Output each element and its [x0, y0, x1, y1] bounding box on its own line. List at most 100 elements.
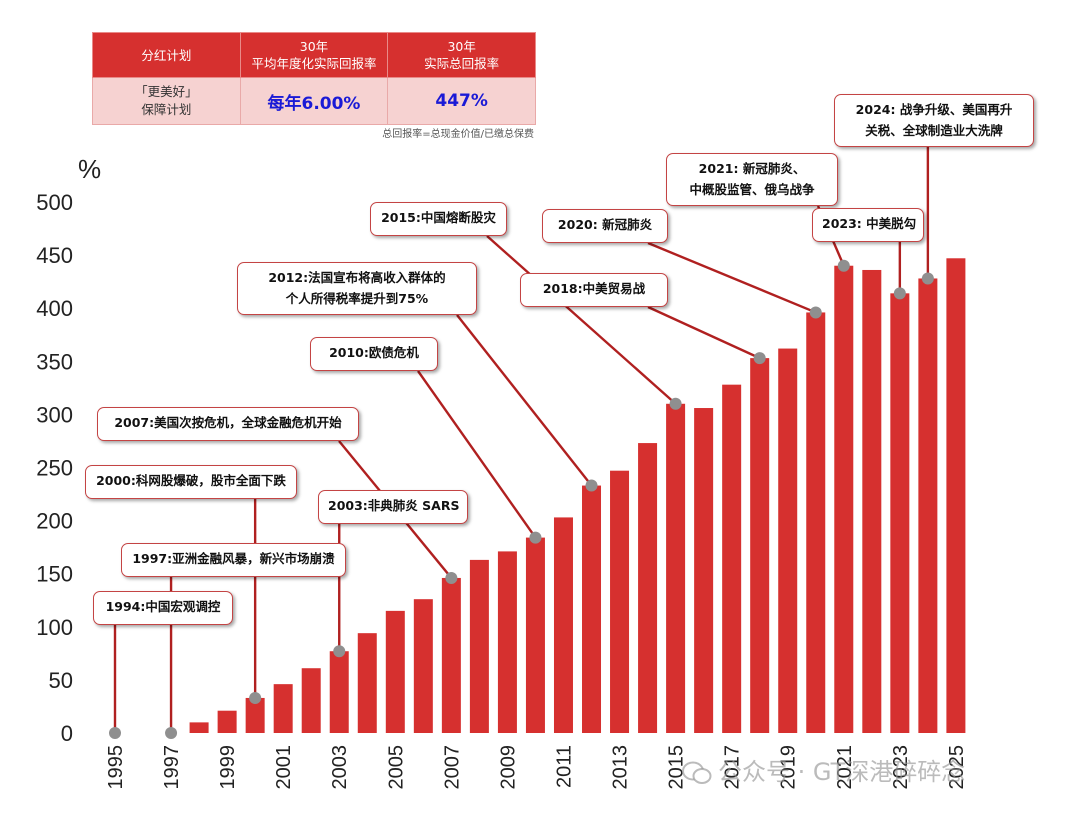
event-marker [445, 571, 458, 584]
annotation-text: 2021: 新冠肺炎、 [698, 161, 806, 176]
y-tick-label: 450 [36, 243, 73, 268]
watermark: 公众号 · GT深港碎碎念 [682, 752, 965, 787]
annotation-text: 2015:中国熔断股灾 [381, 210, 496, 225]
total-return-value: 447% [387, 77, 536, 125]
x-axis-ticks: 1995 1997 1999 2001 2003 2005 2007 2009 2011 2013… [105, 745, 968, 790]
x-tick-label: 1995 [105, 745, 127, 790]
y-tick-label: 500 [36, 190, 73, 215]
x-tick-label: 2007 [441, 745, 463, 790]
bar-2016 [694, 408, 714, 733]
leader-line [647, 241, 817, 314]
x-tick-label: 2013 [610, 745, 632, 790]
event-marker [165, 727, 178, 739]
annotation-text: 2010:欧债危机 [329, 345, 419, 360]
event-marker [669, 397, 682, 410]
annotation-text: 个人所得税率提升到75% [285, 291, 429, 306]
bar-2019 [778, 348, 798, 733]
event-marker [837, 259, 850, 272]
bar-2024 [918, 278, 938, 733]
annotation-2024: 2024: 战争升级、美国再升 关税、全球制造业大洗牌 [834, 94, 1034, 147]
bar-2001 [273, 684, 293, 733]
wechat-icon [682, 761, 712, 784]
header-plan: 分红计划 [92, 32, 241, 78]
annotation-text: 关税、全球制造业大洗牌 [865, 123, 1003, 138]
header-total-return: 30年 实际总回报率 [387, 32, 536, 78]
bar-2015 [666, 403, 686, 733]
table-footnote: 总回报率=总现金价值/已缴总保费 [382, 129, 534, 140]
annotation-2023: 2023: 中美脱勾 [812, 208, 924, 242]
y-tick-label: 250 [36, 456, 73, 481]
event-marker [753, 352, 766, 365]
bar-2023 [890, 293, 910, 733]
bar-2021 [834, 265, 854, 733]
annotation-text: 2012:法国宣布将高收入群体的 [268, 270, 446, 285]
avg-return-value: 每年6.00% [239, 77, 389, 125]
y-axis-unit-label: % [78, 154, 101, 184]
y-tick-label: 200 [36, 509, 73, 534]
bar-1999 [217, 710, 237, 733]
annotation-2003: 2003:非典肺炎 SARS [318, 490, 468, 524]
y-tick-label: 350 [36, 349, 73, 374]
bar-2004 [357, 633, 377, 733]
leader-line [417, 370, 537, 539]
header-avg-years: 30年 [299, 39, 329, 54]
bar-2011 [553, 517, 573, 733]
annotation-text: 2023: 中美脱勾 [822, 216, 917, 231]
annotation-2021: 2021: 新冠肺炎、 中概股监管、俄乌战争 [666, 153, 838, 206]
leader-line [647, 305, 761, 360]
event-marker [585, 479, 598, 492]
header-plan-label: 分红计划 [141, 47, 192, 63]
annotation-2010: 2010:欧债危机 [310, 337, 438, 371]
annotation-text: 1997:亚洲金融风暴，新兴市场崩溃 [132, 551, 335, 566]
bar-2002 [301, 668, 321, 733]
x-tick-label: 2003 [329, 745, 351, 790]
event-marker [809, 306, 822, 319]
bar-2000 [245, 697, 265, 733]
x-tick-label: 2023 [890, 745, 912, 790]
y-tick-label: 300 [36, 402, 73, 427]
bars-group [189, 258, 966, 733]
annotation-1995: 1994:中国宏观调控 [93, 591, 233, 625]
event-marker [249, 691, 262, 704]
leader-line [486, 235, 677, 405]
header-total-years: 30年 [447, 39, 476, 54]
x-tick-label: 2021 [834, 745, 856, 790]
bar-2012 [582, 485, 602, 733]
bar-2017 [722, 384, 742, 733]
x-tick-label: 2001 [273, 745, 295, 790]
annotation-markers [109, 259, 934, 739]
event-marker [921, 272, 934, 285]
x-tick-label: 2019 [778, 745, 800, 790]
bar-2020 [806, 312, 826, 733]
x-tick-label: 2009 [497, 745, 519, 790]
annotation-2007: 2007:美国次按危机，全球金融危机开始 [97, 407, 359, 441]
y-tick-label: 0 [61, 721, 73, 746]
bar-2022 [862, 269, 882, 733]
bar-2006 [413, 599, 433, 733]
annotation-text: 中概股监管、俄乌战争 [689, 182, 815, 197]
annotation-text: 1994:中国宏观调控 [105, 599, 221, 614]
x-tick-label: 2011 [553, 745, 575, 788]
bar-2025 [946, 258, 966, 733]
bar-2005 [385, 610, 405, 733]
event-marker [529, 531, 542, 544]
bar-2018 [750, 358, 770, 733]
plan-name-line2: 保障计划 [141, 102, 192, 117]
x-tick-label: 2015 [666, 745, 688, 790]
bar-2003 [329, 651, 349, 733]
annotation-text: 2003:非典肺炎 SARS [328, 498, 460, 513]
plan-name-cell: 「更美好」 保障计划 [92, 77, 241, 125]
annotation-2000: 2000:科网股爆破，股市全面下跌 [85, 465, 297, 499]
x-tick-label: 2025 [946, 745, 968, 790]
annotation-1997: 1997:亚洲金融风暴，新兴市场崩溃 [121, 543, 346, 577]
x-tick-label: 1997 [161, 745, 183, 790]
annotation-text: 2024: 战争升级、美国再升 [855, 102, 1013, 117]
x-tick-label: 2005 [385, 745, 407, 790]
summary-table: 分红计划 30年平均年度化实际回报率 30年 实际总回报率 「更美好」 保障计划 每… [92, 32, 536, 125]
bar-2014 [638, 443, 658, 733]
bar-2008 [469, 559, 489, 733]
annotation-2015: 2015:中国熔断股灾 [370, 202, 507, 236]
y-tick-label: 400 [36, 296, 73, 321]
header-avg-label: 平均年度化实际回报率 [251, 56, 377, 71]
